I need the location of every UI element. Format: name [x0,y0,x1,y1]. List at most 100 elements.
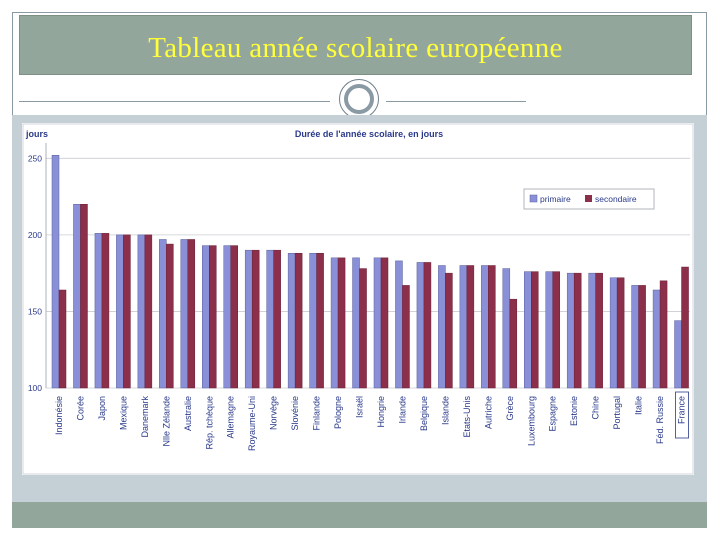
bar-primaire [481,265,489,389]
bar-secondaire [423,262,432,389]
title-bar: Tableau année scolaire européenne [19,15,692,75]
bar-primaire [352,257,360,389]
category-label: France [677,396,687,424]
category-label: Mexique [118,396,128,430]
category-label: Indonésie [54,396,64,435]
bar-secondaire [531,271,539,389]
bar-primaire [674,320,682,389]
category-label: Norvège [269,396,279,430]
bar-primaire [330,257,339,389]
y-axis-label: jours [25,129,48,139]
category-label: Irlande [397,396,407,424]
category-label: Grèce [505,396,515,421]
circle-ornament-inner [344,84,374,114]
bar-primaire [416,262,425,389]
bar-primaire [502,268,511,389]
legend-swatch-primaire [529,194,538,203]
bar-primaire [566,272,575,389]
y-tick-label: 150 [28,306,42,316]
bar-primaire [631,285,639,389]
bar-secondaire [552,271,560,389]
bar-secondaire [80,204,88,389]
category-labels: Indonésie Corée Japon Mexique Danemark Nlle Z… [54,391,689,451]
bar-secondaire [123,234,131,389]
bar-primaire [373,257,382,389]
category-label: Etats-Unis [462,396,472,438]
bar-primaire [73,204,81,389]
bar-primaire [438,265,446,389]
bar-primaire [545,271,553,389]
bar-primaire [244,249,253,389]
category-label: Pologne [333,396,343,429]
bar-secondaire [402,285,410,389]
chart-border [22,123,694,475]
category-label: Belgique [419,396,429,431]
bar-secondaire [101,233,110,389]
bar-primaire [652,289,661,389]
bar-primaire [159,239,167,389]
category-label: Allemagne [226,396,236,439]
bar-secondaire [144,234,153,389]
bar-secondaire [509,298,518,389]
bar-primaire [588,272,596,389]
bar-secondaire [488,265,496,389]
bar-secondaire [466,265,475,389]
bar-primaire [609,277,618,389]
bar-secondaire [573,272,582,389]
category-label: Féd. Russie [655,396,665,444]
category-label: Slovénie [290,396,300,431]
bar-secondaire [638,285,646,389]
bar-primaire [459,265,468,389]
slide-title: Tableau année scolaire européenne [148,32,563,64]
bar-secondaire [380,257,389,389]
highlight-box-france [675,391,689,439]
bar-secondaire [209,245,217,389]
bar-secondaire [58,289,67,389]
bar-primaire [202,245,210,389]
bar-primaire [94,233,103,389]
category-label: Danemark [140,396,150,438]
y-tick-label: 200 [28,230,42,240]
category-label: Corée [75,396,85,421]
category-label: Portugal [612,396,622,430]
bar-secondaire [273,249,281,389]
category-label: Australie [183,396,193,431]
bar-secondaire [316,253,324,389]
y-tick-label: 100 [28,383,42,393]
bar-secondaire [294,253,303,389]
y-tick-label: 250 [28,153,42,163]
footer-bar [12,502,707,528]
bar-primaire [287,253,296,389]
bar-secondaire [230,245,238,389]
category-label: Luxembourg [526,396,536,446]
bar-secondaire [616,277,625,389]
bar-secondaire [251,249,260,389]
bar-secondaire [359,268,367,389]
grid-lines [45,143,690,389]
category-label: Chine [591,396,601,420]
bar-secondaire [166,243,174,389]
legend-label-primaire: primaire [540,194,571,204]
category-label: Estonie [569,396,579,426]
bar-secondaire [595,272,603,389]
bar-primaire [309,253,317,389]
bar-primaire [51,155,60,389]
bar-primaire [223,245,231,389]
category-label: Finlande [312,396,322,431]
category-label: Royaume-Uni [247,396,257,451]
bar-primaire [116,234,124,389]
bar-secondaire [337,257,346,389]
chart-title: Durée de l'année scolaire, en jours [295,129,443,139]
bar-secondaire [445,272,453,389]
category-label: Japon [97,396,107,421]
bar-secondaire [187,239,196,389]
bar-primaire [137,234,146,389]
legend-swatch-secondaire [585,195,592,202]
category-label: Italie [634,396,644,415]
category-label: Israël [355,396,365,418]
bar-primaire [395,260,403,389]
bar-primaire [524,271,532,389]
category-label: Nlle Zélande [161,396,171,447]
bar-chart: Durée de l'année scolaire, en jours jour… [22,123,694,475]
category-label: Espagne [548,396,558,432]
